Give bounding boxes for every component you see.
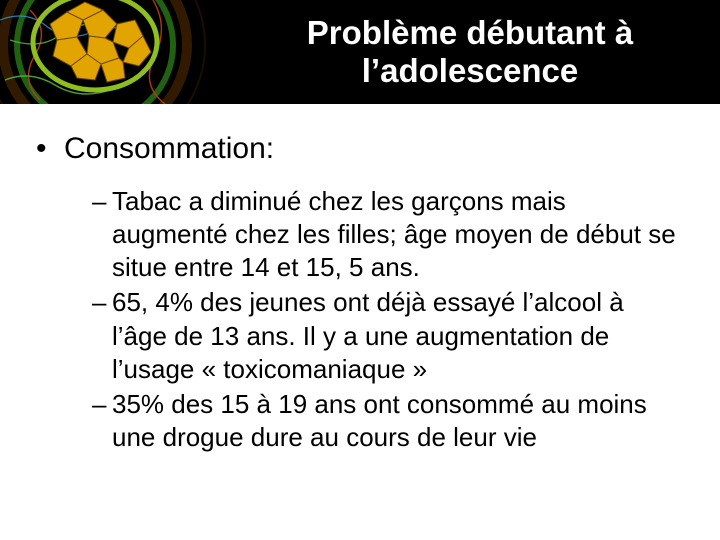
slide-body: • Consommation: – Tabac a diminué chez l… xyxy=(0,104,720,455)
title-line-1: Problème débutant à xyxy=(307,14,633,52)
dash-icon: – xyxy=(92,388,112,421)
cell-illustration-icon xyxy=(0,0,230,104)
level2-text: 35% des 15 à 19 ans ont consommé au moin… xyxy=(112,388,684,455)
level2-text: Tabac a diminué chez les garçons mais au… xyxy=(112,185,684,285)
level1-text: Consommation: xyxy=(64,132,684,167)
list-item: – Tabac a diminué chez les garçons mais … xyxy=(92,185,684,285)
level2-text: 65, 4% des jeunes ont déjà essayé l’alco… xyxy=(112,286,684,386)
cell-polygons-icon xyxy=(50,2,151,82)
bullet-level1: • Consommation: xyxy=(36,132,684,167)
list-item: – 35% des 15 à 19 ans ont consommé au mo… xyxy=(92,388,684,455)
title-band: Problème débutant à l’adolescence xyxy=(0,0,720,104)
slide-title: Problème débutant à l’adolescence xyxy=(260,0,680,104)
list-item: – 65, 4% des jeunes ont déjà essayé l’al… xyxy=(92,286,684,386)
dash-icon: – xyxy=(92,286,112,319)
level2-list: – Tabac a diminué chez les garçons mais … xyxy=(36,185,684,455)
slide: Problème débutant à l’adolescence • Cons… xyxy=(0,0,720,540)
title-line-2: l’adolescence xyxy=(362,52,578,90)
decor-image xyxy=(0,0,230,104)
bullet-dot-icon: • xyxy=(36,132,64,165)
dash-icon: – xyxy=(92,185,112,218)
